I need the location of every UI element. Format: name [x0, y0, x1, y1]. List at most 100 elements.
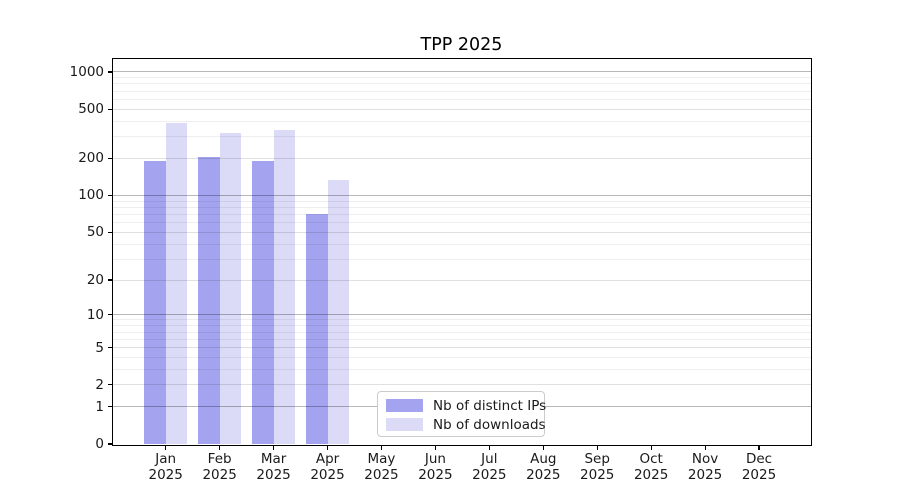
y-tick-mark-5 [107, 346, 112, 349]
x-tick-label-line: 2025 [741, 466, 777, 483]
minor-gridline [113, 90, 811, 92]
minor-gridline [113, 136, 811, 138]
x-tick-label-aug: Aug 2025 [513, 451, 573, 484]
gridline-50 [113, 231, 811, 233]
minor-gridline [113, 83, 811, 85]
y-tick-mark-2 [107, 384, 112, 386]
x-tick-label-line: Apr [315, 451, 340, 467]
minor-gridline [113, 213, 811, 215]
y-tick-label-500: 500 [78, 101, 104, 118]
y-tick-label-0: 0 [95, 436, 104, 452]
y-tick-label-10: 10 [86, 306, 104, 323]
x-tick-label-apr: Apr 2025 [298, 451, 358, 484]
gridline-100 [113, 194, 811, 196]
legend-item-distinct-ips: Nb of distinct IPs [386, 396, 546, 415]
x-tick-label-line: 2025 [310, 466, 345, 483]
x-tick-label-line: 2025 [256, 466, 291, 483]
y-tick-label-50: 50 [86, 224, 104, 241]
minor-gridline [113, 206, 811, 208]
bar-distinct-ips-feb [197, 157, 220, 444]
minor-gridline [113, 325, 811, 327]
x-tick-label-line: 2025 [364, 466, 399, 483]
x-tick-label-line: Jan [155, 451, 177, 467]
legend-swatch-distinct-ips [386, 399, 423, 412]
y-tick-label-200: 200 [78, 150, 104, 167]
x-tick-label-jun: Jun 2025 [405, 451, 465, 484]
x-tick-mark-apr [326, 445, 329, 450]
gridline-500 [113, 108, 811, 110]
x-tick-label-line: Mar [260, 451, 287, 467]
x-tick-label-line: Oct [639, 451, 663, 467]
minor-gridline [113, 77, 811, 79]
bar-downloads-mar [273, 129, 296, 444]
x-tick-label-dec: Dec 2025 [729, 451, 789, 484]
x-tick-label-line: Aug [530, 451, 557, 467]
x-tick-mark-jan [165, 445, 167, 450]
y-tick-mark-200 [107, 157, 112, 159]
x-tick-label-line: 2025 [526, 466, 561, 483]
y-tick-label-1: 1 [95, 398, 104, 415]
gridline-1000 [113, 71, 811, 73]
y-tick-mark-50 [107, 231, 112, 233]
bar-downloads-jan [165, 122, 188, 444]
x-tick-mark-mar [272, 445, 275, 450]
bar-downloads-feb [219, 133, 242, 444]
x-tick-label-jan: Jan 2025 [136, 451, 196, 484]
y-tick-label-20: 20 [86, 272, 104, 289]
minor-gridline [113, 243, 811, 245]
x-tick-label-nov: Nov 2025 [675, 451, 735, 484]
gridline-20 [113, 279, 811, 281]
x-tick-label-mar: Mar 2025 [244, 451, 304, 484]
y-tick-mark-20 [107, 279, 112, 281]
y-tick-mark-500 [107, 108, 112, 110]
y-tick-label-5: 5 [95, 339, 104, 356]
x-tick-label-line: 2025 [633, 466, 669, 483]
bar-downloads-apr [327, 180, 350, 444]
x-tick-label-line: Sep [584, 451, 610, 467]
x-tick-label-line: Jul [481, 451, 498, 467]
legend-item-downloads: Nb of downloads [386, 415, 546, 434]
x-tick-label-oct: Oct 2025 [621, 451, 681, 484]
y-tick-label-1000: 1000 [69, 63, 104, 80]
minor-gridline [113, 331, 811, 333]
gridline-2 [113, 384, 811, 386]
x-tick-label-sep: Sep 2025 [567, 451, 627, 484]
x-tick-label-line: Dec [745, 451, 773, 467]
minor-gridline [113, 98, 811, 100]
minor-gridline [113, 200, 811, 202]
y-tick-mark-0 [107, 443, 112, 445]
y-tick-mark-1000 [107, 71, 112, 73]
minor-gridline [113, 368, 811, 370]
x-tick-label-line: 2025 [472, 466, 507, 483]
x-tick-label-line: Nov [691, 451, 719, 467]
legend-label-downloads: Nb of downloads [433, 416, 546, 433]
x-tick-label-line: 2025 [687, 466, 723, 483]
x-tick-mark-jul [488, 445, 490, 450]
gridline-5 [113, 347, 811, 348]
bar-distinct-ips-jan [143, 161, 166, 444]
minor-gridline [113, 120, 811, 122]
x-tick-mark-feb [219, 445, 221, 450]
x-tick-label-line: Feb [207, 451, 232, 467]
x-tick-mark-dec [758, 445, 760, 450]
x-tick-mark-jun [434, 445, 436, 450]
bar-distinct-ips-apr [305, 214, 328, 444]
x-tick-label-may: May 2025 [351, 451, 411, 484]
minor-gridline [113, 356, 811, 358]
gridline-10 [113, 314, 811, 316]
y-tick-mark-10 [107, 314, 112, 316]
x-tick-label-line: 2025 [202, 466, 237, 483]
gridline-200 [113, 157, 811, 159]
legend: Nb of distinct IPs Nb of downloads [377, 391, 546, 437]
minor-gridline [113, 222, 811, 224]
x-tick-label-line: 2025 [580, 466, 615, 483]
minor-gridline [113, 319, 811, 321]
y-tick-mark-100 [107, 194, 112, 197]
chart-title: TPP 2025 [420, 35, 503, 55]
y-tick-mark-1 [107, 406, 112, 408]
x-tick-mark-nov [704, 445, 706, 450]
x-tick-label-line: Jun [424, 451, 446, 467]
x-tick-mark-sep [596, 445, 598, 450]
x-tick-label-feb: Feb 2025 [190, 451, 250, 484]
